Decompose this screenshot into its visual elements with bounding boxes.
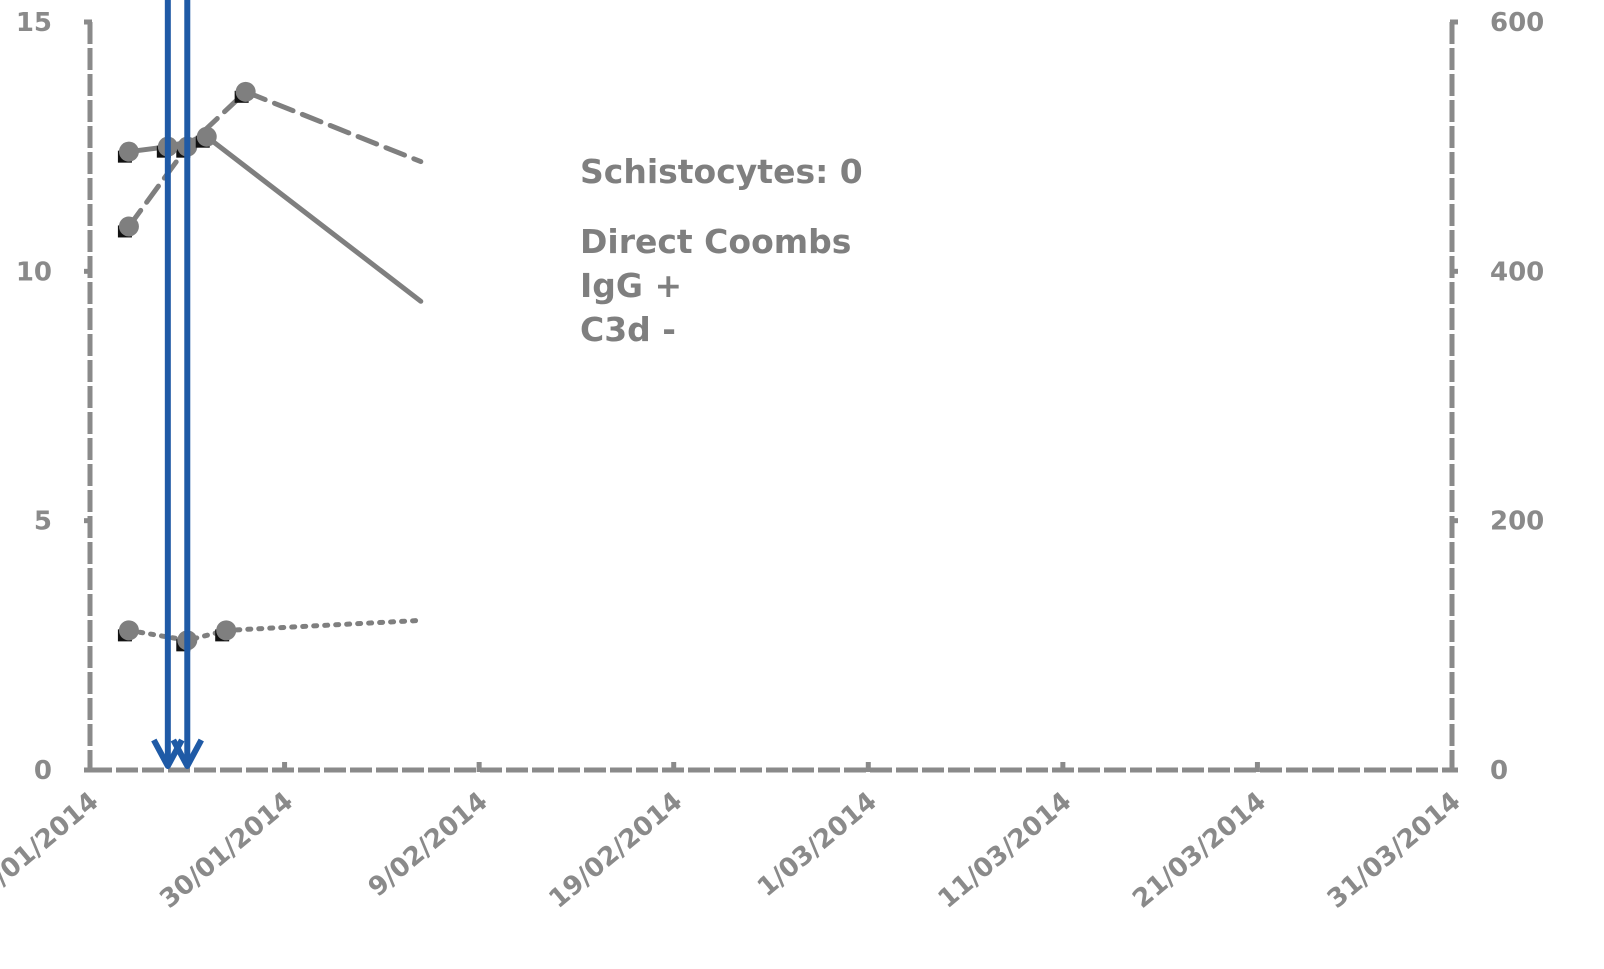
x-tick-label: 19/02/2014 <box>544 786 689 914</box>
y-tick-label-left: 10 <box>16 257 52 287</box>
y-tick-label-right: 400 <box>1490 257 1544 287</box>
data-point <box>235 81 256 102</box>
event-arrow-head <box>170 738 204 769</box>
x-tick-label: 21/03/2014 <box>1127 786 1272 914</box>
x-tick-label: 31/03/2014 <box>1322 786 1467 914</box>
x-tick-label: 11/03/2014 <box>933 786 1078 914</box>
annotation-text: IgG + <box>580 266 682 305</box>
data-point <box>118 141 139 162</box>
annotation-text: Direct Coombs <box>580 222 851 261</box>
axes <box>84 19 1458 773</box>
series-line-dashed <box>126 88 424 229</box>
y-tick-label-left: 5 <box>34 507 52 537</box>
y-tick-label-right: 200 <box>1490 507 1544 537</box>
x-tick-label: 1/03/2014 <box>752 786 883 903</box>
y-tick-label-left: 0 <box>34 756 52 786</box>
y-tick-label-left: 15 <box>16 8 52 38</box>
series-line-dotted <box>126 617 424 643</box>
y-tick-label-right: 0 <box>1490 756 1508 786</box>
x-tick-label: 30/01/2014 <box>154 786 299 914</box>
annotation-text: Schistocytes: 0 <box>580 152 863 191</box>
series-lines <box>117 81 424 652</box>
annotations: Schistocytes: 0 Direct Coombs IgG + C3d - <box>580 152 863 349</box>
data-point <box>216 620 237 641</box>
y-tick-label-right: 600 <box>1490 8 1544 38</box>
annotation-text: C3d - <box>580 310 676 349</box>
x-tick-label: 20/01/2014 <box>0 786 104 914</box>
tick-labels: 0 5 10 15 0 200 400 600 20/01/2014 30/01/2014 9/02… <box>0 8 1544 915</box>
data-point <box>118 620 139 641</box>
data-point <box>196 126 217 147</box>
x-tick-label: 9/02/2014 <box>363 786 494 903</box>
event-arrows <box>151 0 204 769</box>
series-line-solid <box>126 133 424 304</box>
data-point <box>118 216 139 237</box>
